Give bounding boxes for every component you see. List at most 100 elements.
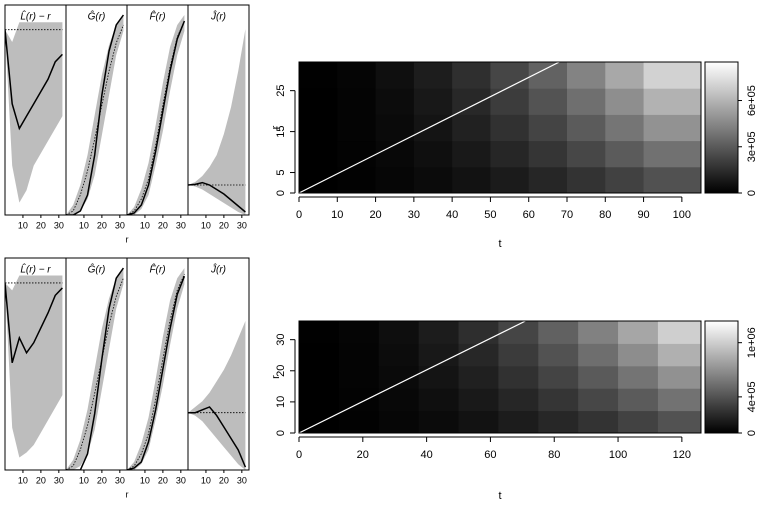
heatmap-cell: [418, 321, 460, 344]
x-tick-label: 100: [673, 209, 691, 221]
heatmap-cell: [490, 88, 530, 115]
x-tick-label: 20: [369, 209, 381, 221]
x-tick-label: 10: [201, 475, 211, 485]
x-tick-label: 40: [420, 449, 432, 461]
panel: [188, 29, 246, 215]
heatmap-cell: [657, 321, 702, 344]
heatmap-cell: [618, 321, 659, 344]
heatmap-cell: [490, 140, 530, 168]
theoretical-line: [66, 24, 124, 215]
heatmap-cell: [337, 114, 377, 142]
diagonal-line: [299, 62, 560, 193]
heatmap-cell: [538, 321, 579, 344]
heatmap-cell: [567, 140, 606, 168]
x-axis-label: t: [498, 238, 501, 250]
observed-line: [188, 406, 247, 468]
heatmap-cell: [452, 166, 491, 194]
y-tick-label: 30: [275, 334, 287, 346]
theoretical-line: [66, 278, 124, 470]
envelope-band: [66, 15, 124, 215]
heatmap-cell: [618, 388, 659, 412]
x-tick-label: 20: [97, 475, 107, 485]
x-tick-label: 30: [115, 220, 125, 230]
heatmap-cell: [299, 62, 338, 89]
observed-line: [5, 29, 63, 131]
heatmap-cell: [378, 365, 420, 389]
envelope-band: [127, 268, 185, 470]
panel-title: F̂(r): [149, 9, 165, 23]
heatmap-cell: [567, 62, 606, 89]
observed-line: [66, 267, 125, 470]
heatmap-cell: [567, 114, 606, 142]
heatmap-cell: [657, 343, 702, 367]
heatmap-cell: [605, 62, 645, 89]
envelope-band: [127, 15, 185, 215]
heatmap-cell: [498, 410, 539, 434]
heatmap-cell: [337, 166, 377, 194]
heatmap-cell: [378, 410, 420, 434]
heatmap-cell: [418, 365, 460, 389]
y-tick-label: 10: [275, 396, 287, 408]
heatmap-cell: [528, 88, 568, 115]
x-tick-label: 10: [79, 220, 89, 230]
panel-title: Ĝ(r): [88, 263, 106, 276]
heatmap-cell: [299, 88, 338, 115]
observed-line: [66, 14, 125, 215]
heatmap-cell: [567, 166, 606, 194]
heatmap-cell: [452, 62, 491, 89]
y-axis-label: r: [270, 125, 282, 129]
heatmap-cell: [458, 365, 499, 389]
x-tick-label: 10: [18, 475, 28, 485]
x-tick-label: 80: [548, 449, 560, 461]
x-tick-label: 10: [79, 475, 89, 485]
heatmap-cell: [605, 114, 645, 142]
panel-title: Ĝ(r): [88, 10, 106, 23]
heatmap-cell: [299, 388, 340, 412]
x-tick-label: 20: [36, 220, 46, 230]
x-tick-label: 30: [176, 220, 186, 230]
heatmap-cell: [490, 62, 530, 89]
heatmap-cell: [418, 343, 460, 367]
panel: [66, 267, 125, 470]
heatmap-cell: [528, 140, 568, 168]
colorbar-tick-label: 0: [746, 430, 758, 436]
heatmap-cell: [375, 62, 415, 89]
heatmap-cell: [490, 166, 530, 194]
panel-frame: [187, 4, 250, 216]
heatmap-cell: [458, 343, 499, 367]
colorbar: [704, 61, 739, 194]
y-axis-label: r: [270, 375, 282, 379]
heatmap-cell: [605, 166, 645, 194]
x-tick-label: 20: [219, 220, 229, 230]
colorbar-tick-label: 3e+05: [746, 131, 758, 162]
y-tick-label: 0: [275, 430, 287, 436]
x-tick-label: 20: [158, 475, 168, 485]
envelope-band: [188, 321, 246, 470]
colorbar-tick-label: 4e+05: [746, 381, 758, 412]
x-tick-label: 30: [115, 475, 125, 485]
heatmap-cell: [498, 388, 539, 412]
heatmap-cell: [578, 410, 619, 434]
y-tick-label: 0: [275, 190, 287, 196]
x-tick-label: 80: [599, 209, 611, 221]
x-tick-label: 50: [484, 209, 496, 221]
heatmap-cell: [538, 388, 579, 412]
heatmap-cell: [498, 343, 539, 367]
x-tick-label: 20: [36, 475, 46, 485]
heatmap-cell: [458, 321, 499, 344]
colorbar-tick-label: 1e+06: [746, 327, 758, 358]
panel: [5, 22, 63, 203]
panel-title: L̂(r) − r: [20, 262, 51, 276]
y-tick-label: 25: [275, 85, 287, 97]
x-tick-label: 10: [201, 220, 211, 230]
heatmap-cell: [528, 114, 568, 142]
heatmap-cell: [490, 114, 530, 142]
heatmap-cell: [618, 365, 659, 389]
heatmap-cell: [528, 62, 568, 89]
panel-frame: [187, 257, 250, 471]
x-tick-label: 30: [54, 220, 64, 230]
heatmap-cell: [338, 388, 380, 412]
heatmap-cell: [413, 166, 453, 194]
panel-title: Ĵ(r): [210, 10, 226, 23]
x-tick-label: 30: [237, 475, 247, 485]
